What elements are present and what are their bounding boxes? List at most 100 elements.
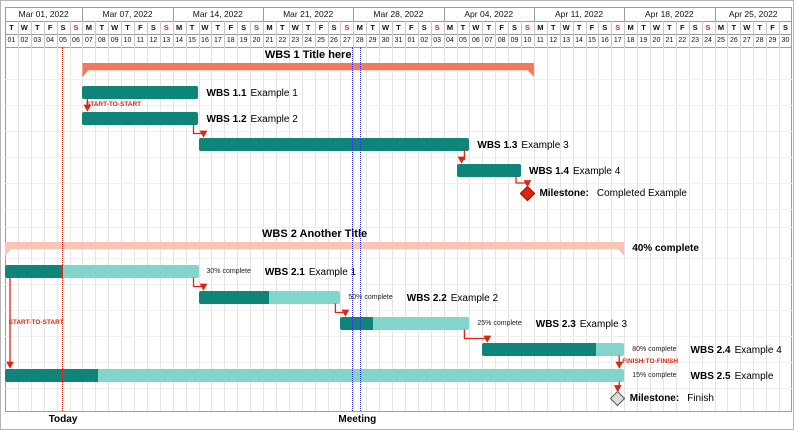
day-number: 18 <box>226 36 235 44</box>
day-number: 22 <box>678 36 687 44</box>
day-number: 20 <box>252 36 261 44</box>
wbs2.2-name: WBS 2.2 Example 2 <box>407 288 498 306</box>
day-letter: W <box>472 23 480 32</box>
grid-vline <box>533 47 535 411</box>
grid-vline <box>43 21 45 47</box>
wbs2-percent-label: 40% complete <box>632 243 699 254</box>
day-number: 11 <box>136 36 145 44</box>
grid-vline <box>340 47 342 411</box>
day-letter: W <box>201 23 209 32</box>
wbs2.3-progress-fill <box>340 316 373 330</box>
day-letter: F <box>228 23 234 32</box>
grid-vline <box>185 21 187 47</box>
grid-vline <box>56 47 58 411</box>
day-number: 08 <box>97 36 106 44</box>
wbs1.3-title: Example 3 <box>521 140 569 151</box>
grid-vline <box>779 21 780 47</box>
grid-vline <box>443 47 445 411</box>
day-number: 26 <box>330 36 338 44</box>
wbs1.1-name: WBS 1.1 Example 1 <box>207 83 298 101</box>
day-number: 10 <box>523 36 532 44</box>
day-number: 25 <box>717 36 725 44</box>
wbs2.1-bar <box>5 264 199 278</box>
day-number: 03 <box>33 36 42 44</box>
grid-vline <box>121 21 123 47</box>
grid-vline <box>314 47 316 411</box>
grid-vline <box>650 47 651 411</box>
grid-hline <box>5 183 792 184</box>
grid-vline <box>30 47 32 411</box>
day-number: 09 <box>110 36 119 44</box>
wbs2.3-name: WBS 2.3 Example 3 <box>536 314 627 332</box>
day-letter: S <box>421 23 427 32</box>
grid-vline <box>159 47 161 411</box>
day-letter: F <box>499 23 504 32</box>
day-number: 28 <box>755 36 764 44</box>
grid-vline <box>662 21 664 47</box>
grid-vline <box>430 21 432 47</box>
grid-vline <box>43 47 45 411</box>
day-letter: M <box>537 23 544 32</box>
day-letter: T <box>667 23 672 32</box>
grid-vline <box>521 47 522 411</box>
grid-vline <box>611 21 613 47</box>
day-letter: M <box>85 23 92 32</box>
grid-vline <box>714 47 716 411</box>
wbs1.3-bar <box>198 137 470 151</box>
day-letter: T <box>396 23 401 32</box>
day-number: 27 <box>742 36 751 44</box>
grid-vline <box>404 21 406 47</box>
wbs1.1-label: WBS 1.1 Example 1 <box>207 85 298 100</box>
day-letter: M <box>627 23 634 32</box>
grid-vline <box>469 47 471 411</box>
grid-vline <box>482 47 484 411</box>
day-number: 30 <box>781 36 790 44</box>
wbs2.5-percent-text: 15% complete <box>632 371 677 379</box>
day-letter: S <box>524 23 530 32</box>
grid-vline <box>392 21 393 47</box>
grid-vline <box>404 47 406 411</box>
grid-vline <box>288 21 290 47</box>
grid-vline <box>662 47 664 411</box>
grid-vline <box>146 21 148 47</box>
day-number: 06 <box>471 36 480 44</box>
wbs2-group-title: WBS 2 Another Title <box>262 228 368 240</box>
grid-vline <box>30 21 32 47</box>
day-number: 24 <box>704 36 712 44</box>
day-letter: S <box>602 23 608 32</box>
wbs2.3-bar <box>340 316 470 330</box>
grid-vline <box>675 21 677 47</box>
wbs2.2-title: Example 2 <box>450 293 499 304</box>
day-number: 20 <box>652 36 661 44</box>
grid-vline <box>82 21 84 47</box>
day-number: 12 <box>149 36 158 44</box>
week-label: Mar 14, 2022 <box>192 9 243 19</box>
day-letter: S <box>60 23 66 32</box>
grid-vline <box>585 21 587 47</box>
grid-vline <box>572 47 574 411</box>
day-letter: T <box>305 23 311 32</box>
wbs1.4-wbs: WBS 1.4 <box>529 166 570 177</box>
day-number: 11 <box>536 36 544 44</box>
day-number: 29 <box>368 36 377 44</box>
day-number: 01 <box>7 36 16 44</box>
grid-hline <box>5 131 792 132</box>
day-number: 07 <box>84 36 93 44</box>
grid-vline <box>108 21 110 47</box>
day-number: 23 <box>291 36 300 44</box>
day-letter: T <box>34 23 40 32</box>
grid-hline <box>5 258 792 259</box>
week-label: Apr 18, 2022 <box>644 9 694 19</box>
day-letter: F <box>589 23 595 32</box>
day-number: 14 <box>575 36 583 44</box>
grid-vline <box>327 21 329 47</box>
grid-vline <box>340 21 342 47</box>
day-number: 09 <box>510 36 519 44</box>
day-letter: W <box>562 23 570 32</box>
grid-hline <box>5 362 792 363</box>
grid-vline <box>121 47 123 411</box>
wbs2.2-progress-fill <box>198 290 270 304</box>
day-letter: S <box>241 23 247 32</box>
grid-vline <box>430 47 432 411</box>
wbs1.1-wbs: WBS 1.1 <box>206 88 247 99</box>
